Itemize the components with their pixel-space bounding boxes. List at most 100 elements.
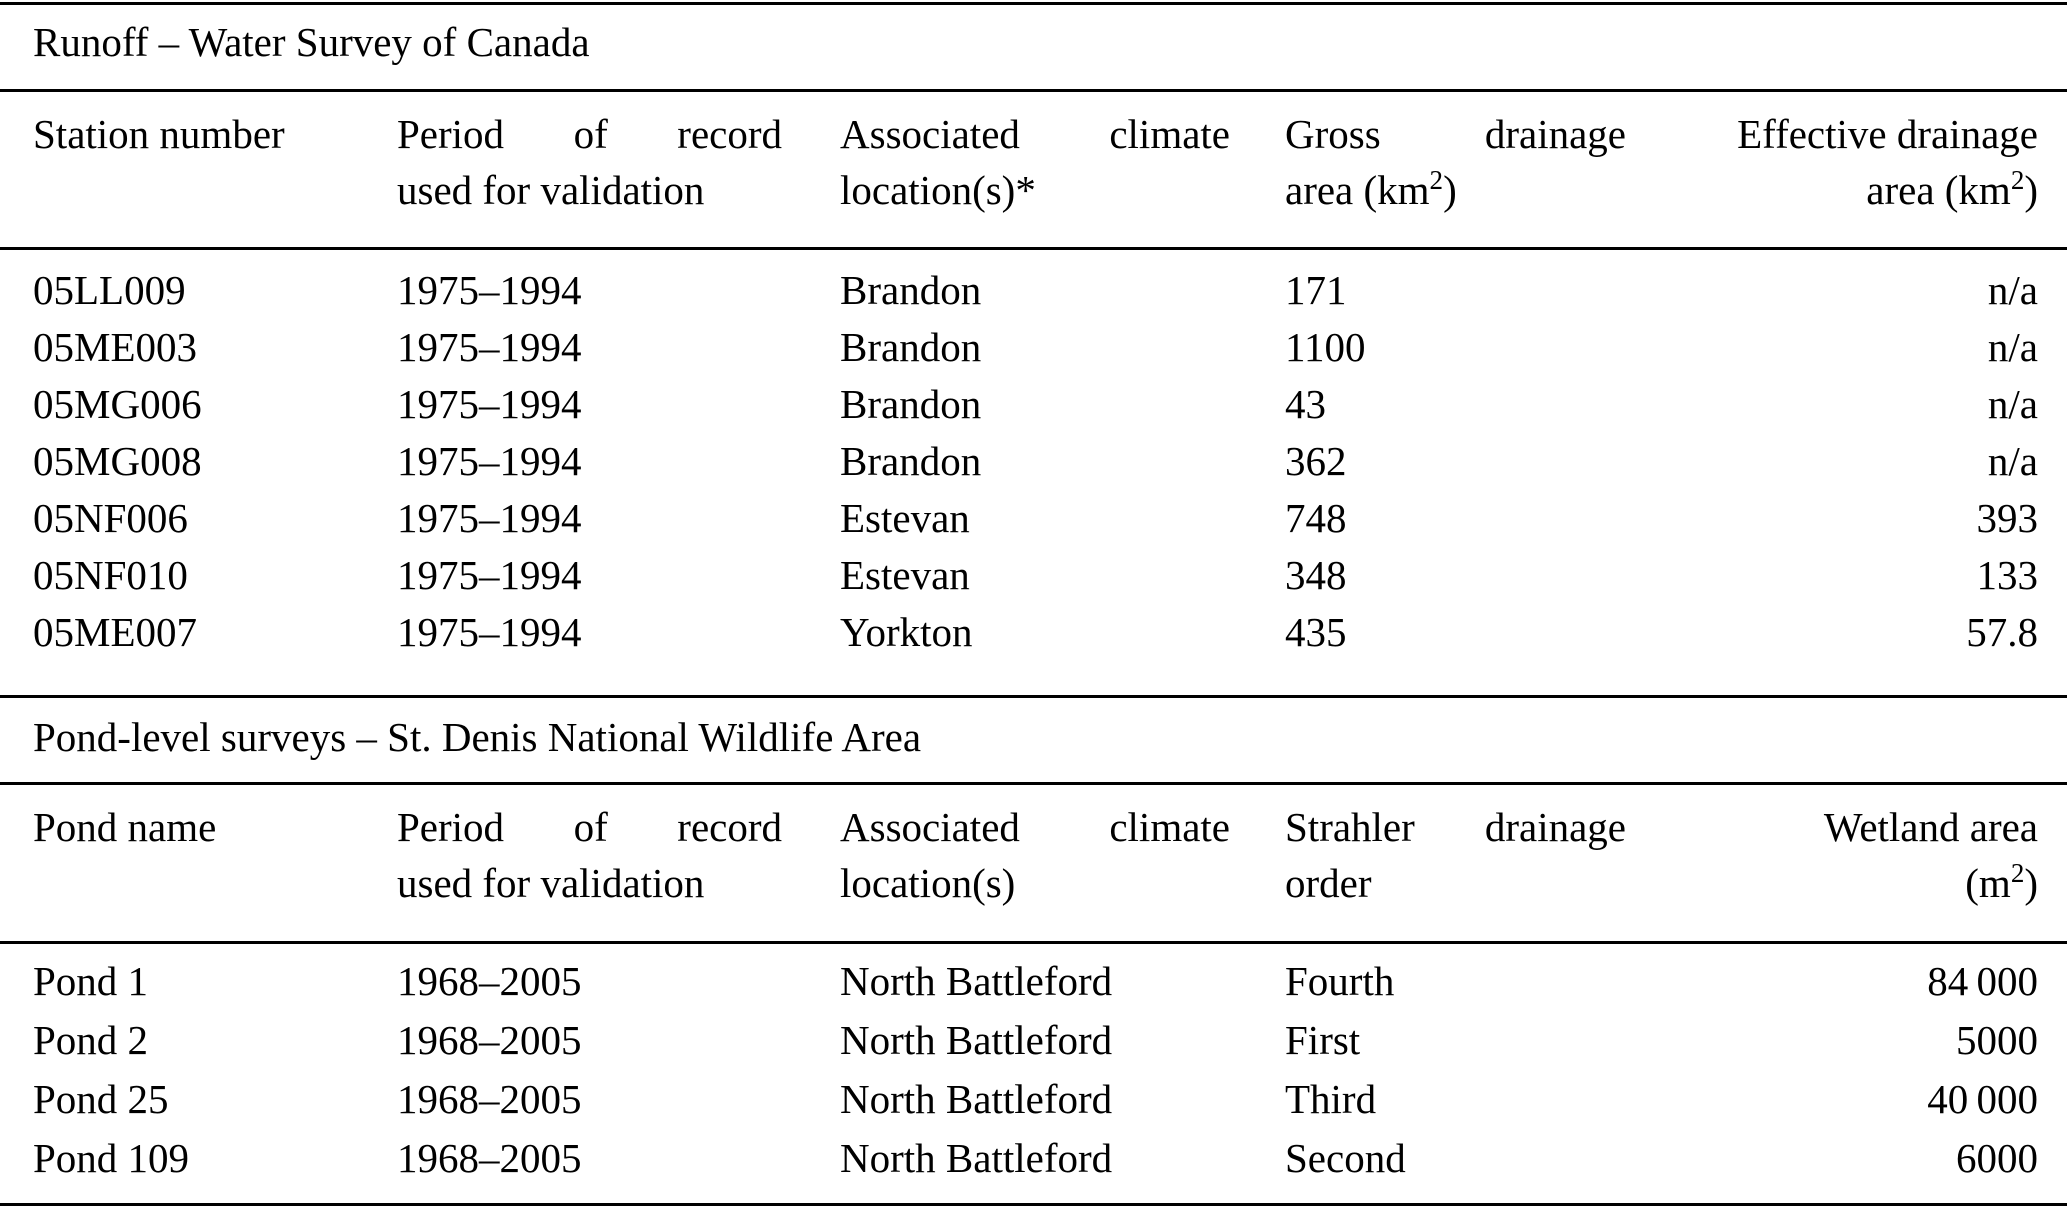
cell-strahler-order: First	[1285, 1017, 1361, 1063]
superscript-2: 2	[1429, 165, 1444, 196]
cell-station-number: 05MG006	[33, 381, 202, 427]
header-label: Station number	[33, 111, 285, 157]
column-header-strahler-drainage-order: Strahler drainage order	[1285, 799, 1630, 911]
cell-strahler-order: Fourth	[1285, 958, 1395, 1004]
header-label-line2: used for validation	[397, 860, 705, 906]
table-row: 05NF006 1975–1994 Estevan 748 393	[0, 490, 2067, 547]
column-header-effective-drainage-area: Effective drainage area (km2)	[1630, 106, 2038, 218]
cell-gross-area: 348	[1285, 552, 1347, 598]
cell-climate-location: Brandon	[840, 381, 982, 427]
cell-station-number: 05NF010	[33, 552, 188, 598]
section-divider-rule	[0, 695, 2067, 698]
pond-header-bottom-rule	[0, 941, 2067, 944]
cell-climate-location: Estevan	[840, 552, 970, 598]
cell-station-number: 05NF006	[33, 495, 188, 541]
header-label-line1: Period of record	[397, 111, 782, 157]
cell-climate-location: Brandon	[840, 438, 982, 484]
cell-climate-location: North Battleford	[840, 1017, 1113, 1063]
cell-effective-area: n/a	[1987, 438, 2038, 484]
header-label-line1: Associated climate	[840, 804, 1230, 850]
cell-station-number: 05MG008	[33, 438, 202, 484]
header-label-line1: Effective drainage	[1737, 111, 2038, 157]
cell-period: 1968–2005	[397, 1135, 582, 1181]
runoff-table-body: 05LL009 1975–1994 Brandon 171 n/a 05ME00…	[0, 250, 2067, 695]
header-label-line2: area (km2)	[1866, 165, 2038, 213]
cell-period: 1975–1994	[397, 495, 582, 541]
table-row: Pond 109 1968–2005 North Battleford Seco…	[0, 1129, 2067, 1188]
column-header-wetland-area: Wetland area (m2)	[1630, 799, 2038, 911]
header-label-line1: Wetland area	[1823, 804, 2038, 850]
pond-table-body: Pond 1 1968–2005 North Battleford Fourth…	[0, 944, 2067, 1203]
cell-pond-name: Pond 1	[33, 958, 149, 1004]
cell-period: 1968–2005	[397, 1076, 582, 1122]
cell-period: 1968–2005	[397, 1017, 582, 1063]
cell-climate-location: North Battleford	[840, 1135, 1113, 1181]
header-label-line1: Gross drainage	[1285, 111, 1626, 157]
runoff-header-row: Station number Period of record used for…	[0, 92, 2067, 247]
cell-wetland-area: 84 000	[1927, 958, 2038, 1004]
cell-effective-area: 133	[1976, 552, 2039, 598]
header-label-line2: order	[1285, 860, 1372, 906]
cell-effective-area: 393	[1976, 495, 2039, 541]
cell-station-number: 05ME007	[33, 609, 197, 655]
column-header-gross-drainage-area: Gross drainage area (km2)	[1285, 106, 1630, 218]
column-header-associated-climate: Associated climate location(s)	[840, 799, 1285, 911]
header-label-line2: area (km2)	[1285, 165, 1457, 213]
column-header-period-of-record: Period of record used for validation	[397, 106, 840, 218]
cell-period: 1975–1994	[397, 609, 582, 655]
cell-gross-area: 1100	[1285, 324, 1366, 370]
cell-pond-name: Pond 25	[33, 1076, 169, 1122]
column-header-period-of-record: Period of record used for validation	[397, 799, 840, 911]
cell-climate-location: Estevan	[840, 495, 970, 541]
column-header-station-number: Station number	[33, 106, 397, 218]
cell-station-number: 05LL009	[33, 267, 186, 313]
header-label-line2: location(s)*	[840, 167, 1036, 213]
header-label-line1: Strahler drainage	[1285, 804, 1626, 850]
cell-gross-area: 43	[1285, 381, 1326, 427]
cell-wetland-area: 6000	[1956, 1135, 2038, 1181]
table-row: Pond 25 1968–2005 North Battleford Third…	[0, 1070, 2067, 1129]
column-header-pond-name: Pond name	[33, 799, 397, 911]
table-row: 05MG008 1975–1994 Brandon 362 n/a	[0, 433, 2067, 490]
table-row: 05ME007 1975–1994 Yorkton 435 57.8	[0, 604, 2067, 661]
column-header-associated-climate: Associated climate location(s)*	[840, 106, 1285, 218]
section-title-ponds: Pond-level surveys – St. Denis National …	[33, 714, 922, 760]
header-label-line2: used for validation	[397, 167, 705, 213]
cell-strahler-order: Second	[1285, 1135, 1406, 1181]
section-title-runoff: Runoff – Water Survey of Canada	[33, 19, 590, 65]
table-row: 05ME003 1975–1994 Brandon 1100 n/a	[0, 319, 2067, 376]
cell-climate-location: Yorkton	[840, 609, 973, 655]
cell-gross-area: 171	[1285, 267, 1347, 313]
table-row: 05LL009 1975–1994 Brandon 171 n/a	[0, 262, 2067, 319]
cell-pond-name: Pond 2	[33, 1017, 149, 1063]
cell-gross-area: 362	[1285, 438, 1347, 484]
runoff-header-top-rule	[0, 89, 2067, 92]
cell-climate-location: North Battleford	[840, 1076, 1113, 1122]
cell-pond-name: Pond 109	[33, 1135, 190, 1181]
table-row: Pond 2 1968–2005 North Battleford First …	[0, 1011, 2067, 1070]
cell-station-number: 05ME003	[33, 324, 197, 370]
pond-header-row: Pond name Period of record used for vali…	[0, 785, 2067, 941]
cell-period: 1975–1994	[397, 438, 582, 484]
cell-period: 1968–2005	[397, 958, 582, 1004]
header-label: Pond name	[33, 804, 217, 850]
runoff-header-bottom-rule	[0, 247, 2067, 250]
cell-climate-location: Brandon	[840, 267, 982, 313]
cell-period: 1975–1994	[397, 381, 582, 427]
cell-gross-area: 748	[1285, 495, 1347, 541]
cell-period: 1975–1994	[397, 552, 582, 598]
header-label-line1: Period of record	[397, 804, 782, 850]
table-row: Pond 1 1968–2005 North Battleford Fourth…	[0, 952, 2067, 1011]
pond-header-top-rule	[0, 782, 2067, 785]
cell-climate-location: North Battleford	[840, 958, 1113, 1004]
header-label-line2: (m2)	[1965, 858, 2038, 906]
header-label-line1: Associated climate	[840, 111, 1230, 157]
cell-effective-area: n/a	[1987, 267, 2038, 313]
table-row: 05NF010 1975–1994 Estevan 348 133	[0, 547, 2067, 604]
table-row: 05MG006 1975–1994 Brandon 43 n/a	[0, 376, 2067, 433]
header-label-line2: location(s)	[840, 860, 1016, 906]
superscript-2: 2	[2010, 165, 2025, 196]
cell-gross-area: 435	[1285, 609, 1347, 655]
cell-wetland-area: 5000	[1956, 1017, 2038, 1063]
